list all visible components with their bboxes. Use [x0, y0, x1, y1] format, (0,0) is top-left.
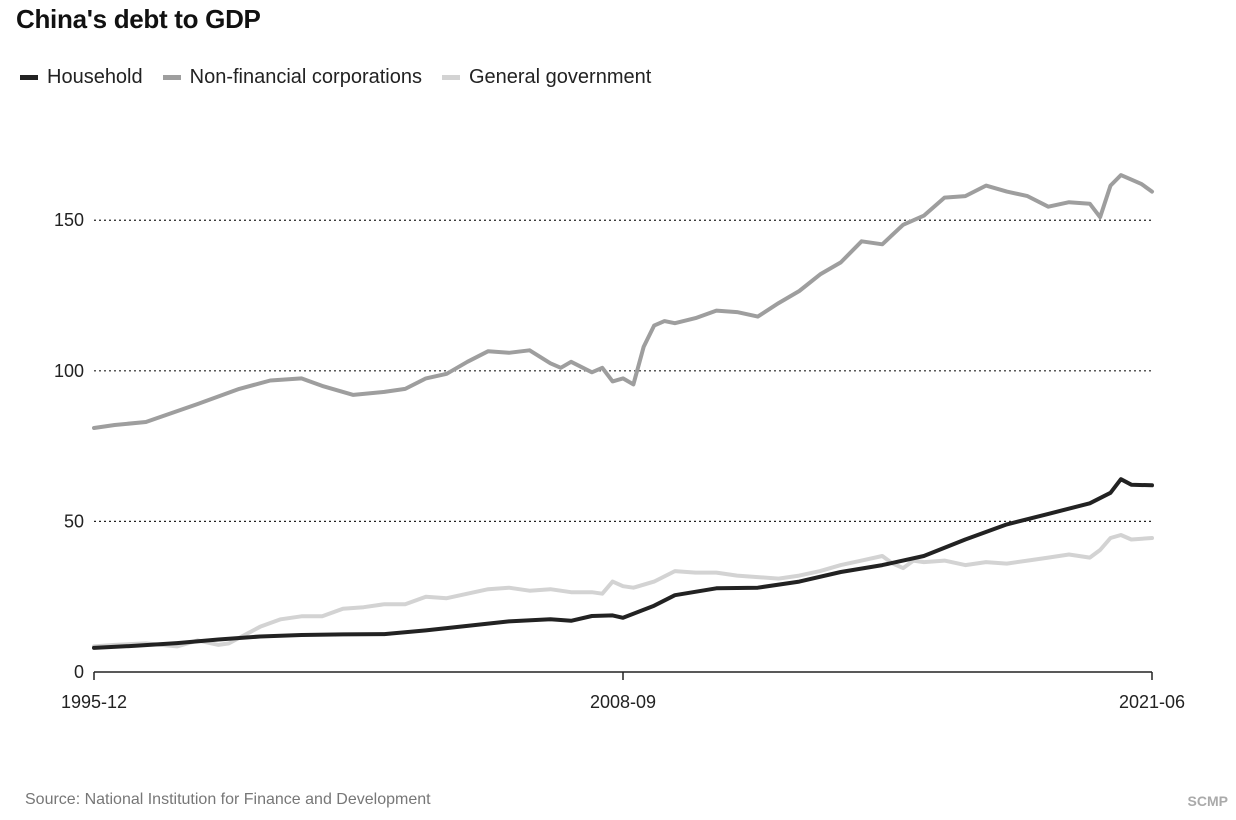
- y-tick-label-0: 0: [74, 662, 84, 682]
- legend-swatch-household: [20, 75, 38, 80]
- x-tick-label-2008-09: 2008-09: [590, 692, 656, 712]
- y-tick-label-50: 50: [64, 511, 84, 531]
- series-line-corporations: [92, 173, 1154, 430]
- x-tick-label-2021-06: 2021-06: [1119, 692, 1185, 712]
- legend-swatch-government: [441, 75, 460, 80]
- axes: 0 50 100 150 1995-12 2008-09 2021-06: [54, 210, 1185, 712]
- legend-swatch-corporations: [162, 75, 181, 80]
- brand-logo: SCMP: [1187, 793, 1228, 809]
- chart-title: China's debt to GDP: [16, 4, 261, 34]
- legend-item-household: Household: [20, 66, 143, 89]
- y-tick-label-150: 150: [54, 210, 84, 230]
- series-lines: [92, 173, 1154, 650]
- legend-item-corporations: Non-financial corporations: [162, 66, 422, 89]
- x-tick-label-1995-12: 1995-12: [61, 692, 127, 712]
- legend-label-household: Household: [47, 66, 143, 88]
- legend-item-government: General government: [441, 66, 652, 89]
- legend-label-government: General government: [468, 66, 652, 88]
- series-line-government: [92, 533, 1154, 649]
- source-note: Source: National Institution for Finance…: [25, 791, 431, 808]
- legend: Household Non-financial corporations Gen…: [20, 66, 671, 89]
- gridlines: [94, 219, 1152, 673]
- y-tick-label-100: 100: [54, 361, 84, 381]
- legend-label-corporations: Non-financial corporations: [189, 66, 422, 88]
- series-line-household: [92, 477, 1154, 650]
